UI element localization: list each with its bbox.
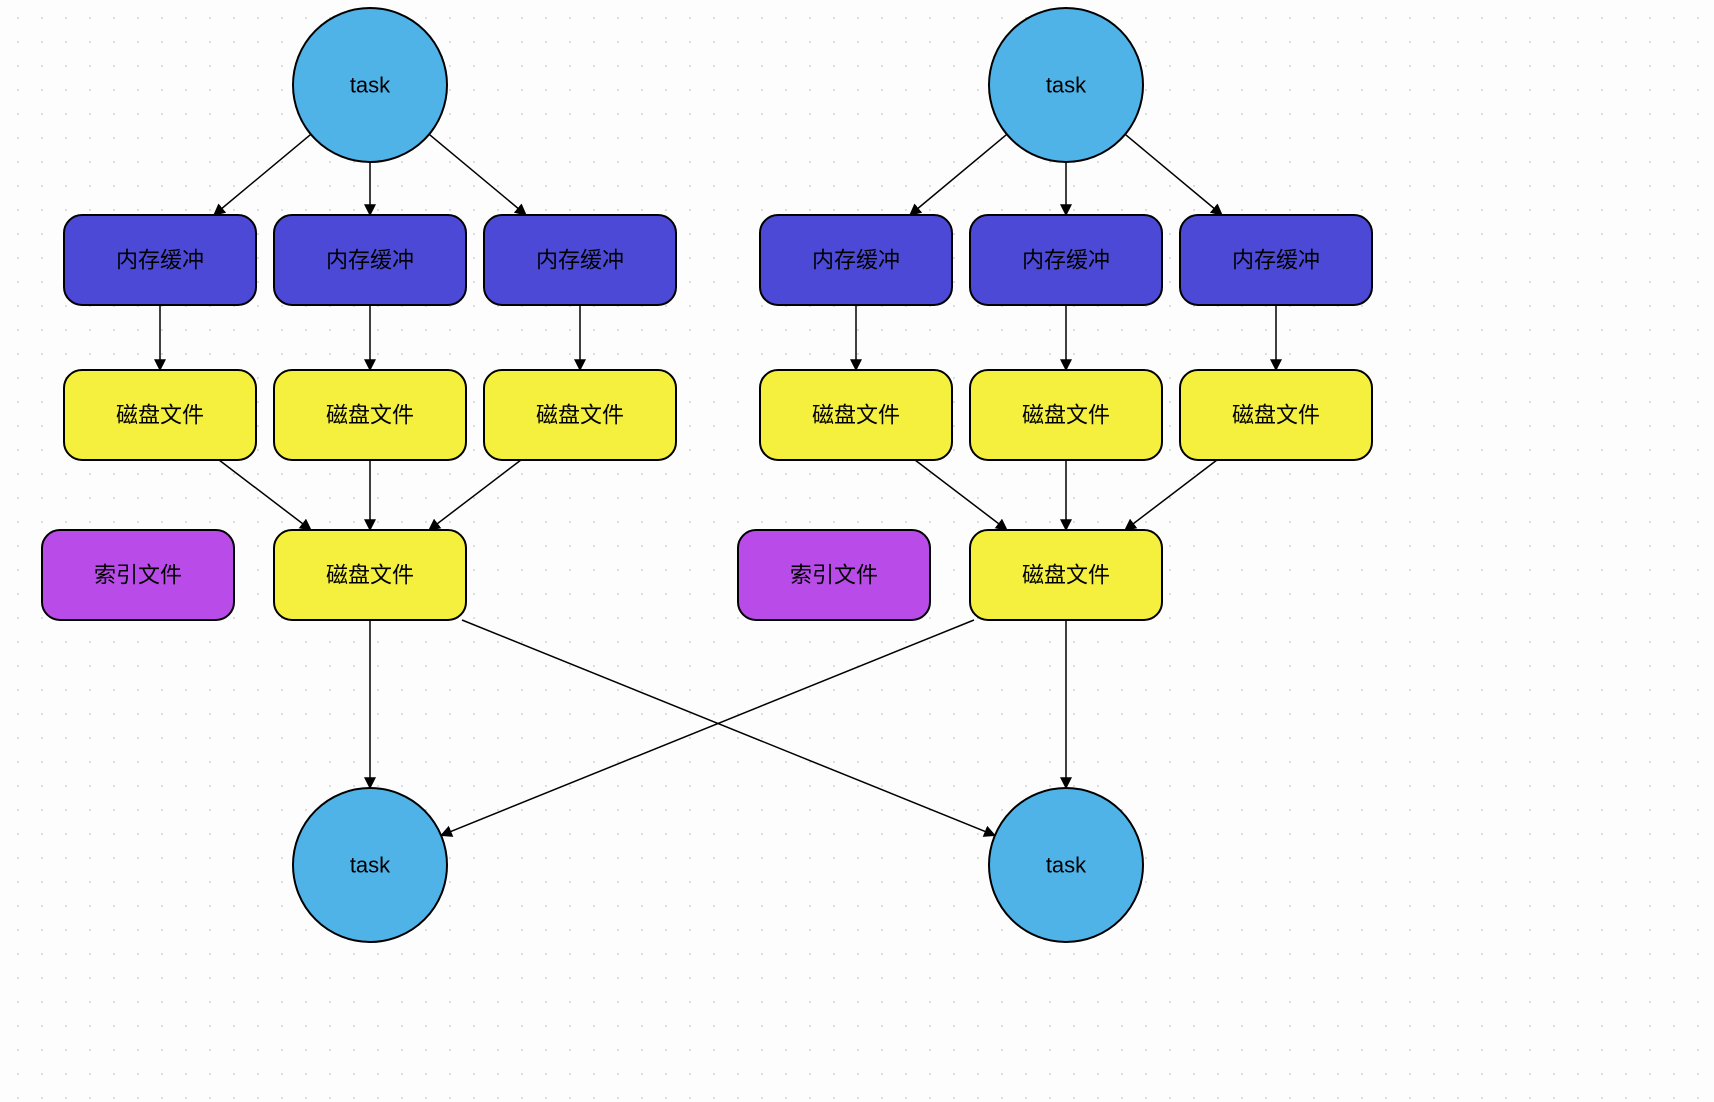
node-b3: 内存缓冲 <box>484 215 676 305</box>
node-d5: 磁盘文件 <box>970 370 1162 460</box>
node-label: task <box>1046 853 1087 878</box>
edge <box>441 620 974 835</box>
node-d1: 磁盘文件 <box>64 370 256 460</box>
node-label: 内存缓冲 <box>812 248 900 273</box>
node-label: 磁盘文件 <box>536 403 624 428</box>
node-label: task <box>1046 73 1087 98</box>
node-label: 内存缓冲 <box>326 248 414 273</box>
node-label: 内存缓冲 <box>536 248 624 273</box>
nodes-layer: tasktask内存缓冲内存缓冲内存缓冲内存缓冲内存缓冲内存缓冲磁盘文件磁盘文件… <box>42 8 1372 942</box>
edge <box>915 460 1007 530</box>
node-label: 磁盘文件 <box>116 403 204 428</box>
node-label: 索引文件 <box>94 563 182 588</box>
node-b5: 内存缓冲 <box>970 215 1162 305</box>
node-d2: 磁盘文件 <box>274 370 466 460</box>
node-label: 磁盘文件 <box>326 563 414 588</box>
edge <box>1125 460 1217 530</box>
node-t2: task <box>989 8 1143 162</box>
node-b6: 内存缓冲 <box>1180 215 1372 305</box>
edge <box>219 460 311 530</box>
node-label: 磁盘文件 <box>812 403 900 428</box>
node-label: task <box>350 73 391 98</box>
edge <box>1125 134 1222 215</box>
edge <box>462 620 995 835</box>
flowchart-canvas: tasktask内存缓冲内存缓冲内存缓冲内存缓冲内存缓冲内存缓冲磁盘文件磁盘文件… <box>0 0 1714 1102</box>
edge <box>910 134 1007 215</box>
node-d4: 磁盘文件 <box>760 370 952 460</box>
node-d6: 磁盘文件 <box>1180 370 1372 460</box>
node-t1: task <box>293 8 447 162</box>
node-label: task <box>350 853 391 878</box>
node-label: 磁盘文件 <box>1022 563 1110 588</box>
node-b1: 内存缓冲 <box>64 215 256 305</box>
node-t4: task <box>989 788 1143 942</box>
node-b2: 内存缓冲 <box>274 215 466 305</box>
edge <box>429 460 521 530</box>
node-label: 磁盘文件 <box>1022 403 1110 428</box>
node-label: 内存缓冲 <box>116 248 204 273</box>
node-label: 内存缓冲 <box>1232 248 1320 273</box>
node-m1: 磁盘文件 <box>274 530 466 620</box>
node-label: 索引文件 <box>790 563 878 588</box>
node-label: 内存缓冲 <box>1022 248 1110 273</box>
node-t3: task <box>293 788 447 942</box>
node-label: 磁盘文件 <box>326 403 414 428</box>
edge <box>214 134 311 215</box>
node-i2: 索引文件 <box>738 530 930 620</box>
node-d3: 磁盘文件 <box>484 370 676 460</box>
node-label: 磁盘文件 <box>1232 403 1320 428</box>
node-i1: 索引文件 <box>42 530 234 620</box>
node-b4: 内存缓冲 <box>760 215 952 305</box>
edge <box>429 134 526 215</box>
node-m2: 磁盘文件 <box>970 530 1162 620</box>
